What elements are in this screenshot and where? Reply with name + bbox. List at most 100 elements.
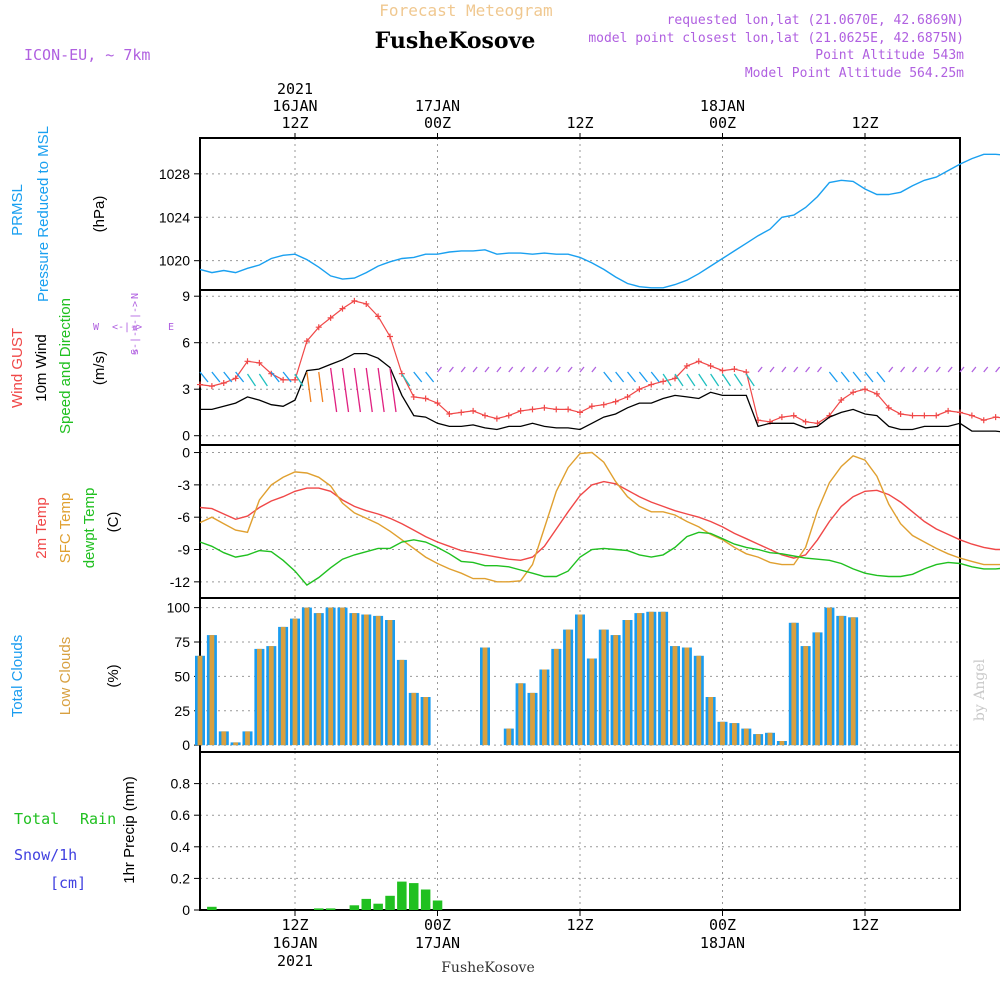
wind-arrow [935,366,941,373]
wind-arrow [484,366,490,373]
wind-arrow [270,371,280,383]
gust-marker [292,376,298,383]
wind-arrow [686,373,696,387]
gust-marker [980,417,987,424]
low-cloud-bar [221,731,227,746]
wind-dir-label: Speed and Direction [57,298,74,434]
credit-text: by Angel [972,658,988,721]
wind-arrow [223,371,233,383]
low-cloud-bar [268,646,274,746]
low-cloud-bar [280,626,286,746]
low-cloud-bar [803,646,809,746]
gust-marker [458,409,465,416]
ytick-label: 1028 [159,166,190,182]
wind-unit: (m/s) [91,351,108,385]
gust-marker [303,338,310,345]
panel-2: 0 -3 -6 -9 -12 [170,444,1000,599]
bottom-time-label: 12Z [281,916,308,934]
wind10m-label: 10m Wind [33,334,50,402]
gust-marker [398,370,405,377]
wind-arrow [306,371,312,403]
low-cloud-bar [387,620,393,746]
ytick-label: -9 [178,542,191,558]
wind-arrow [413,371,423,383]
wind-arrow [520,366,526,373]
precip-unit: 1hr Precip (mm) [121,776,138,884]
wind10m-line [200,352,1000,433]
wind-arrow [555,366,561,373]
gust-marker [873,390,880,397]
wind-arrow [911,366,918,373]
gust-marker [244,358,251,365]
point-altitude: Point Altitude 543m [815,48,964,63]
gust-marker [256,359,263,366]
low-cloud-bar [779,741,785,746]
total-clouds-label: Total Clouds [9,635,26,718]
rain-bar [432,900,443,910]
temp-labels: 2m Temp SFC Temp dewpt Temp (C) [33,488,122,569]
wind-arrow [793,366,799,373]
wind-arrow [638,371,648,383]
wind-arrow [757,366,763,373]
low-cloud-bar [233,742,239,746]
gust-marker [410,393,417,400]
ytick-label: 0 [182,902,190,918]
panels-layer: 1020 1024 1028 0 3 6 9 0 -3 -6 -9 -12 0 25 50 75 100 0 0.2… [159,137,1000,918]
ytick-label: -3 [178,477,191,493]
gust-marker [208,383,215,390]
gust-label: Wind GUST [9,328,26,408]
wind-arrow [674,373,684,387]
ytick-label: 0 [182,737,190,753]
low-cloud-bar [530,692,535,746]
low-cloud-bar [791,622,797,746]
wind-arrow [805,366,811,373]
low-cloud-bar [423,697,429,746]
wind-arrow [543,366,549,373]
gust-marker [434,400,441,407]
gust-marker [731,366,738,373]
wind-arrow [816,366,823,373]
gust-marker [315,324,322,331]
wind-arrow [840,371,850,383]
wind-arrow [508,366,514,373]
panel-frame [199,444,961,599]
low-cloud-bar [708,697,714,746]
wind-arrow [745,373,755,387]
gust-marker [470,407,477,414]
wind-arrow [698,373,708,387]
top-time-label: 00Z [424,114,451,132]
gust-marker [327,314,334,321]
ytick-label: 75 [174,634,190,650]
precip-labels: Total Rain Snow/1h [cm] 1hr Precip (mm) [14,776,138,892]
wind-arrow [828,371,838,383]
gust-marker [992,414,999,421]
wind-arrow [282,371,292,383]
ytick-label: 0.8 [171,776,191,792]
wind-arrow [864,371,874,383]
low-cloud-bar [352,613,357,746]
gust-marker [648,381,655,388]
wind-arrow [246,373,257,387]
ytick-label: 0 [182,428,190,444]
low-cloud-bar [245,731,250,746]
rain-bar [373,903,383,910]
low-cloud-bar [850,617,856,746]
compass-s: S [130,349,141,355]
gust-marker [220,380,227,386]
ytick-label: 0 [182,445,190,461]
compass-legend: N S <-|-> <-|-> W <-|-> E [93,293,174,355]
gust-marker [387,333,393,340]
gust-marker [493,415,500,422]
wind-arrow [341,367,350,413]
low-cloud-bar [577,614,583,746]
gust-marker [636,386,643,393]
pressure-labels: PRMSL Pressure Reduced to MSL (hPa) [9,126,108,302]
gust-marker [897,411,904,417]
low-cloud-bar [316,613,322,746]
gust-marker [945,407,952,414]
gust-marker [790,412,797,419]
wind-arrow [211,371,221,383]
model-name: ICON-EU, ~ 7km [24,46,150,64]
low-cloud-bar [542,669,547,746]
